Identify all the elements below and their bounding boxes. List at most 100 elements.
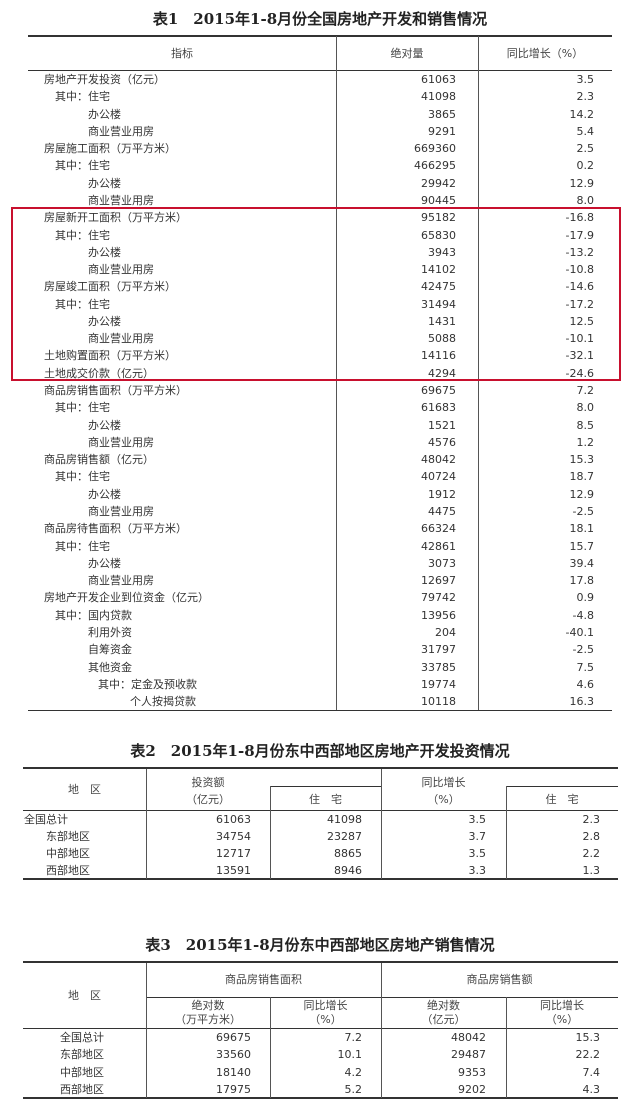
table1-col-divider — [478, 36, 479, 711]
row-area-growth: 7.2 — [344, 1031, 363, 1044]
row-amount-growth: 4.3 — [582, 1082, 601, 1096]
row-area: 18140 — [216, 1065, 251, 1079]
row-amount-growth: 7.4 — [582, 1065, 601, 1079]
row-growth: -17.9 — [565, 228, 594, 242]
row-region: 中部地区 — [46, 847, 90, 860]
row-growth: 39.4 — [569, 556, 595, 570]
row-label: 办公楼 — [88, 314, 121, 328]
table3-header-area-unit: （万平方米） — [175, 1013, 241, 1026]
row-label: 其中：住宅 — [55, 159, 110, 173]
row-growth: 0.2 — [576, 159, 595, 173]
table1-header-indicator: 指标 — [171, 47, 193, 60]
row-label: 房地产开发企业到位资金（亿元） — [44, 591, 209, 605]
row-label: 办公楼 — [88, 176, 121, 190]
row-value: 31797 — [421, 643, 456, 657]
row-growth: 17.8 — [569, 574, 595, 588]
row-growth: 3.5 — [576, 73, 595, 86]
table2-col-divider — [270, 786, 271, 879]
table2-header-growth-residential: 住 宅 — [545, 793, 579, 806]
table2-col-divider — [381, 769, 382, 879]
row-area-growth: 10.1 — [337, 1048, 363, 1062]
row-label: 商品房待售面积（万平方米） — [44, 522, 187, 536]
row-label: 办公楼 — [88, 245, 121, 259]
table3-header-area-growth-unit: （%） — [309, 1013, 342, 1026]
table3-col-divider — [270, 997, 271, 1098]
row-value: 14102 — [421, 263, 456, 277]
row-growth: -2.5 — [572, 505, 594, 518]
row-growth: -10.8 — [565, 263, 594, 277]
row-amount-growth: 22.2 — [575, 1048, 601, 1062]
row-growth: 3.5 — [468, 813, 487, 826]
table3-sub-rule — [146, 997, 618, 998]
row-region: 东部地区 — [60, 1048, 104, 1062]
row-amount: 29487 — [451, 1048, 486, 1062]
row-value: 1431 — [428, 314, 456, 328]
row-value: 3073 — [428, 556, 456, 570]
row-region: 东部地区 — [46, 830, 90, 843]
row-value: 14116 — [421, 349, 456, 363]
row-growth: -40.1 — [565, 625, 594, 639]
row-label: 商品房销售额（亿元） — [44, 453, 154, 467]
table3-header-area-abs: 绝对数 — [191, 999, 225, 1012]
row-growth: 3.7 — [468, 830, 487, 843]
table1-header-absolute: 绝对量 — [390, 47, 424, 60]
row-growth: 18.7 — [569, 470, 595, 484]
table3-top-rule — [23, 961, 618, 963]
row-growth: 14.2 — [569, 107, 595, 121]
row-region: 全国总计 — [60, 1031, 104, 1044]
row-value: 4294 — [428, 366, 456, 380]
row-value: 1912 — [428, 487, 456, 501]
table3-col-divider — [381, 963, 382, 1098]
row-value: 1521 — [428, 418, 456, 432]
row-growth-residential: 2.8 — [582, 830, 601, 843]
row-residential: 8946 — [334, 864, 362, 877]
row-growth: 12.9 — [569, 487, 595, 501]
table3-header-area-growth: 同比增长 — [303, 999, 348, 1012]
row-value: 4576 — [428, 435, 456, 449]
row-residential: 23287 — [327, 830, 362, 843]
row-growth-residential: 2.3 — [582, 813, 601, 826]
row-residential: 8865 — [334, 847, 362, 860]
row-value: 466295 — [414, 159, 456, 173]
row-label: 办公楼 — [88, 107, 121, 121]
row-growth: 15.3 — [569, 453, 595, 467]
row-label: 办公楼 — [88, 487, 121, 501]
row-growth: -13.2 — [565, 245, 594, 259]
table2-header-rule — [23, 810, 618, 811]
row-label: 商业营业用房 — [88, 263, 154, 277]
row-label: 办公楼 — [88, 556, 121, 570]
row-value: 5088 — [428, 332, 456, 346]
row-label: 土地购置面积（万平方米） — [44, 349, 176, 363]
row-label: 自筹资金 — [88, 643, 132, 657]
row-value: 42861 — [421, 539, 456, 553]
row-label: 商业营业用房 — [88, 505, 154, 518]
row-label: 商业营业用房 — [88, 124, 154, 138]
table2-title: 表2 2015年1-8月份东中西部地区房地产开发投资情况 — [130, 742, 510, 760]
row-growth: 1.2 — [576, 435, 595, 449]
row-value: 204 — [435, 625, 456, 639]
row-growth: 8.0 — [576, 401, 595, 415]
row-growth: 4.6 — [576, 677, 595, 691]
row-growth: -16.8 — [565, 211, 594, 225]
table3-header-amount-unit: （亿元） — [421, 1013, 466, 1026]
row-region: 全国总计 — [24, 813, 68, 826]
row-value: 13956 — [421, 608, 456, 622]
row-value: 41098 — [421, 90, 456, 104]
row-label: 利用外资 — [88, 625, 132, 639]
row-value: 29942 — [421, 176, 456, 190]
row-amount: 9353 — [458, 1065, 486, 1079]
row-growth: -14.6 — [565, 280, 594, 294]
row-growth: 8.5 — [576, 418, 595, 432]
row-area-growth: 4.2 — [344, 1065, 363, 1079]
row-value: 3943 — [428, 245, 456, 259]
row-label: 商品房销售面积（万平方米） — [44, 384, 187, 398]
row-label: 房地产开发投资（亿元） — [44, 73, 165, 86]
table1-header-rule — [28, 70, 612, 71]
row-label: 商业营业用房 — [88, 574, 154, 588]
row-value: 90445 — [421, 193, 456, 207]
row-label: 商业营业用房 — [88, 193, 154, 207]
table3-header-area-group: 商品房销售面积 — [225, 973, 302, 986]
row-growth: -24.6 — [565, 366, 594, 380]
row-amount: 48042 — [451, 1031, 486, 1044]
row-label: 其中：住宅 — [55, 90, 110, 104]
